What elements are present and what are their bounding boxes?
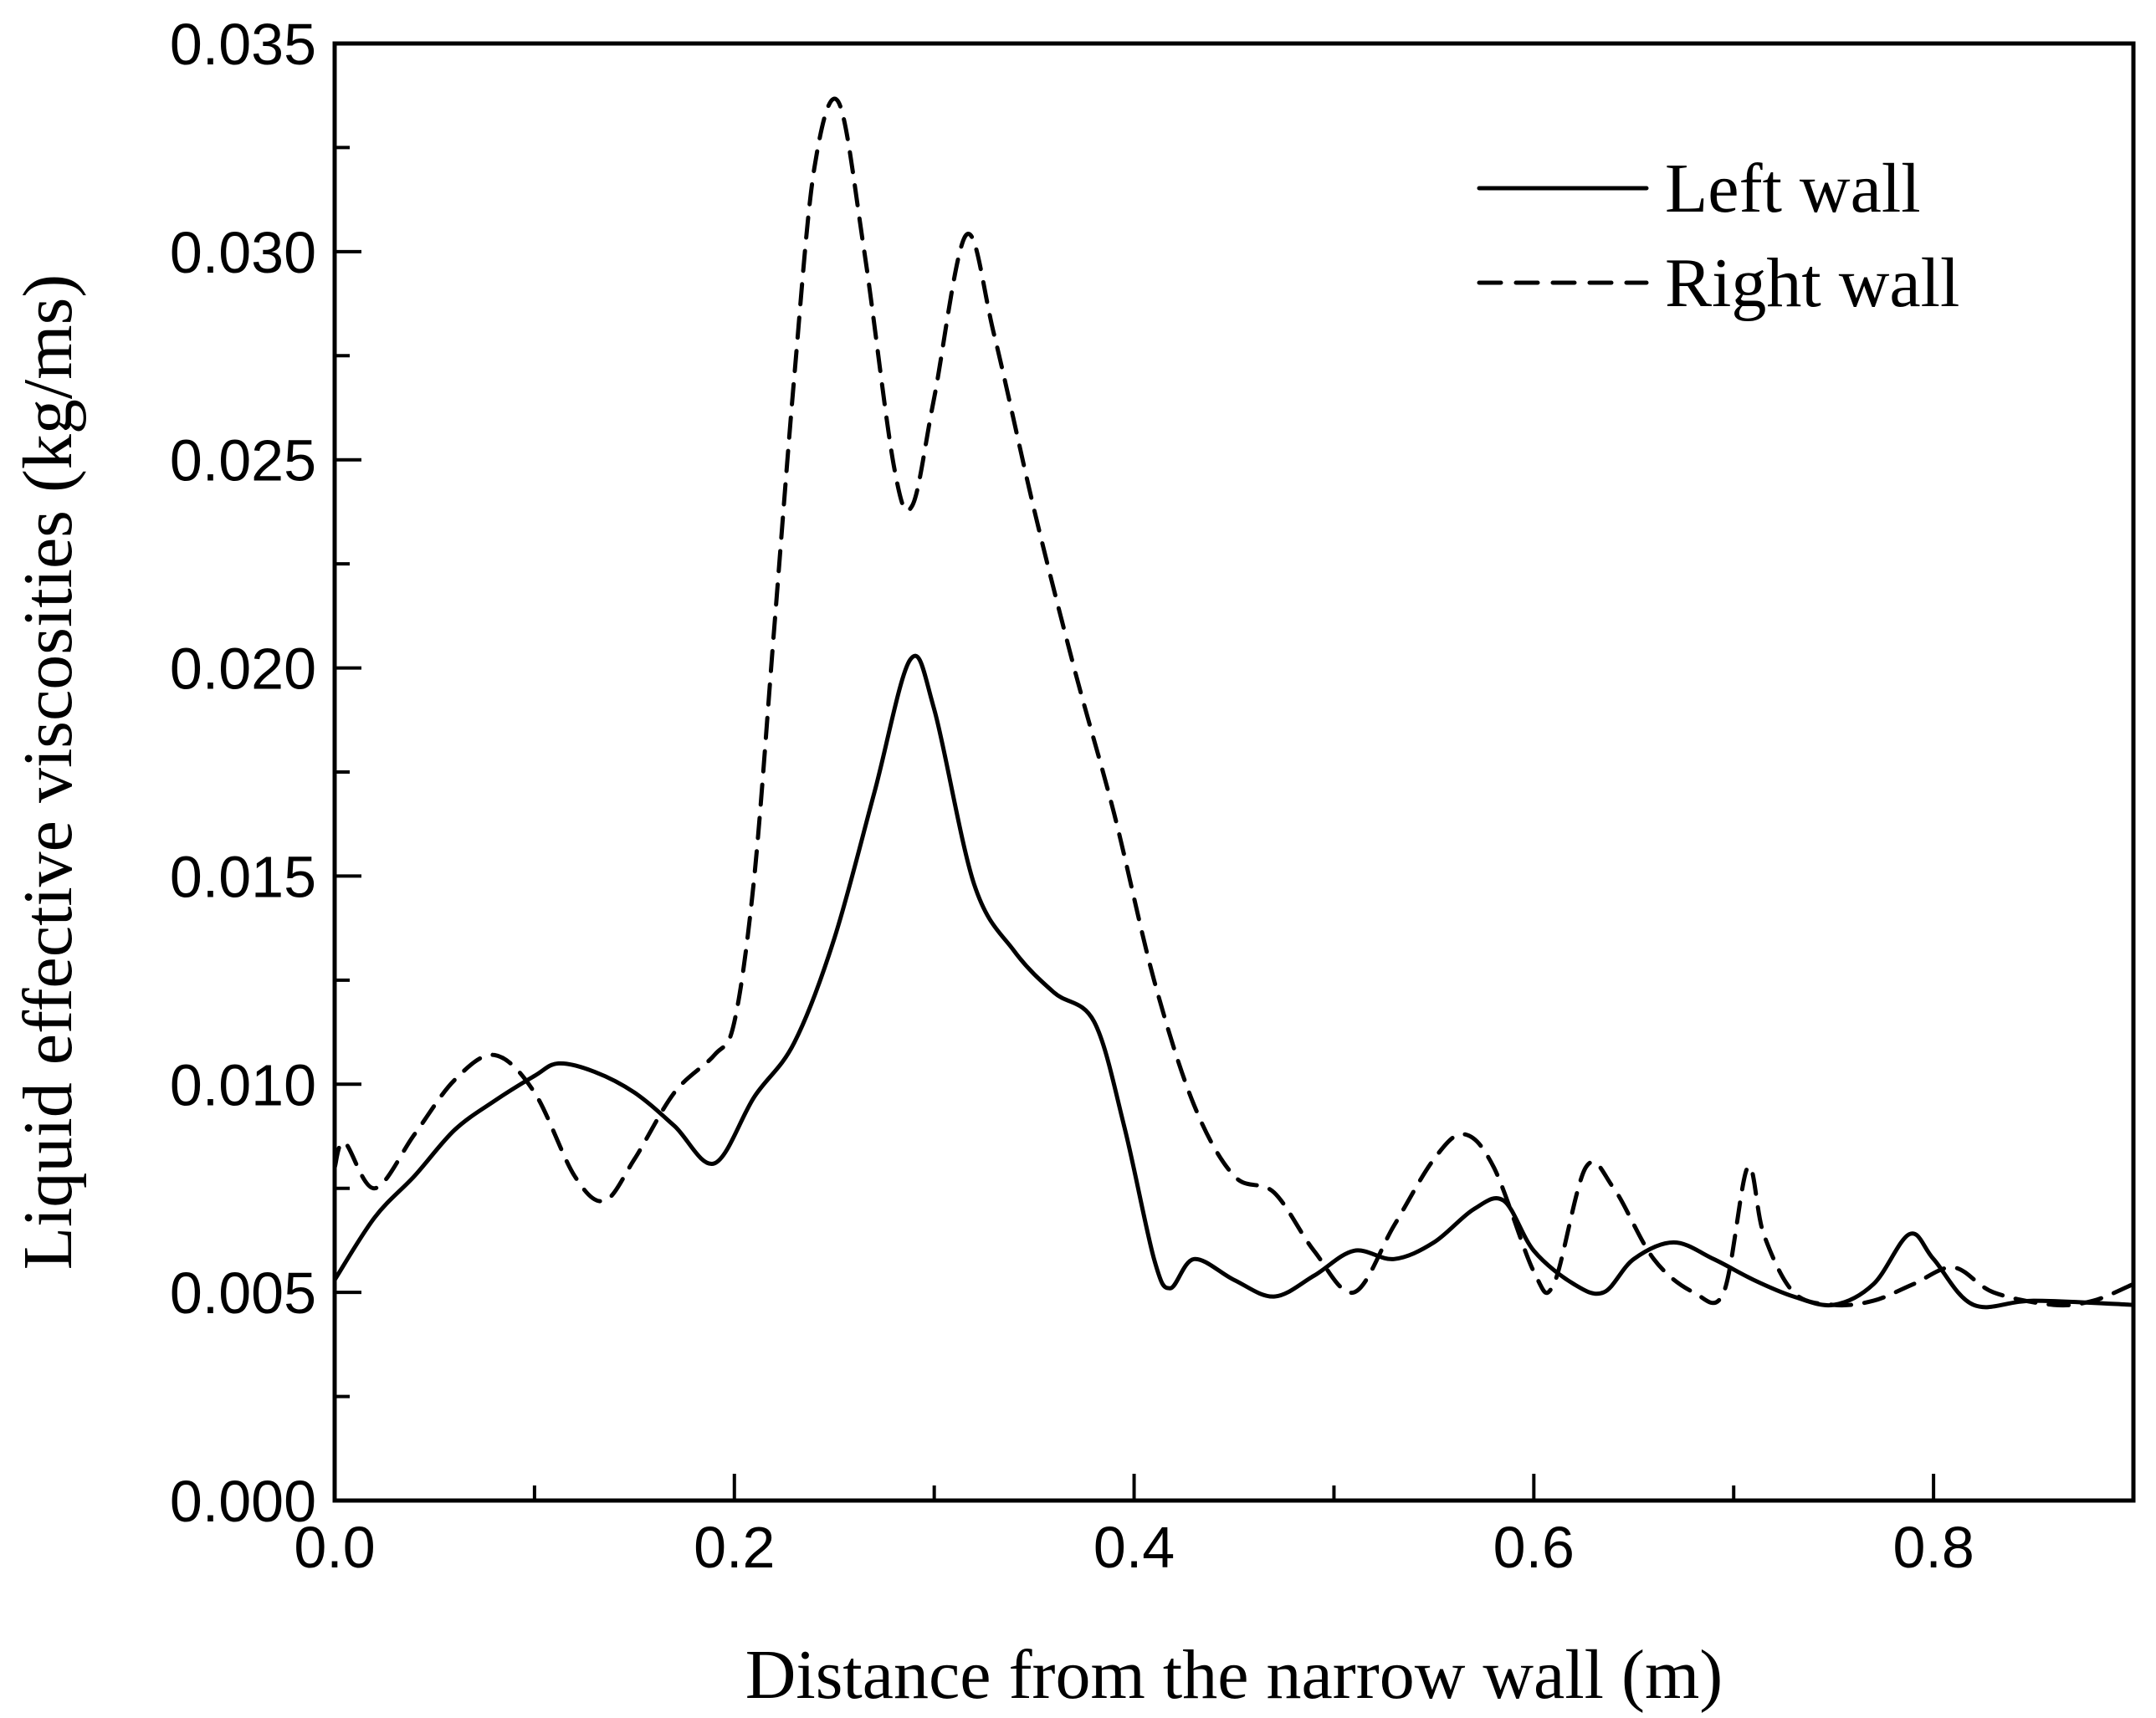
y-tick-label: 0.025	[170, 428, 316, 493]
x-tick-label: 0.0	[294, 1515, 375, 1580]
y-tick-label: 0.010	[170, 1052, 316, 1117]
axis-tick-labels: 0.0 0.2 0.4 0.6 0.8 0.000 0.005 0.010 0.015 0.020…	[170, 12, 1974, 1580]
series-layer	[332, 96, 2136, 1310]
x-tick-label: 0.8	[1892, 1515, 1974, 1580]
y-tick-label: 0.015	[170, 844, 316, 909]
plot-frame	[332, 41, 2136, 1503]
legend-label-left-wall: Left wall	[1665, 150, 1921, 228]
x-tick-label: 0.6	[1493, 1515, 1575, 1580]
y-tick-label: 0.005	[170, 1260, 316, 1326]
x-tick-label: 0.4	[1093, 1515, 1175, 1580]
y-tick-label: 0.000	[170, 1469, 316, 1534]
series-line-right-wall	[332, 96, 2136, 1308]
y-tick-label: 0.035	[170, 12, 316, 77]
series-line-left-wall	[332, 653, 2136, 1310]
x-tick-label: 0.2	[694, 1515, 775, 1580]
y-axis-title: Liquid effective viscosities (kg/ms)	[9, 274, 87, 1271]
y-tick-label: 0.030	[170, 220, 316, 285]
y-tick-label: 0.020	[170, 637, 316, 702]
x-axis-title: Distance from the narrow wall (m)	[745, 1636, 1723, 1714]
legend-label-right-wall: Right wall	[1665, 244, 1959, 322]
legend: Left wall Right wall	[1477, 150, 1959, 322]
